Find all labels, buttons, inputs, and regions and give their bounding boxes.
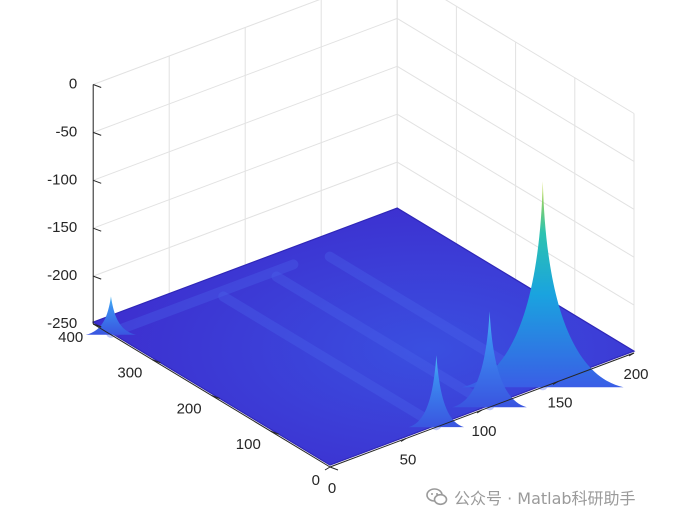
z-tick-mark [93,275,102,280]
y-tick-mark [270,430,279,435]
z-tick-mark [93,179,102,184]
x-tick-label: 50 [400,451,417,468]
watermark-text: 公众号 · Matlab科研助手 [454,489,636,508]
gridline-z [93,0,320,85]
surface-ridge [105,259,299,338]
y-tick-label: 300 [117,365,142,382]
z-tick-label: 0 [69,75,77,92]
z-tick-label: -50 [56,123,78,140]
y-tick-label: 200 [177,400,202,417]
surface [85,181,636,466]
y-tick-label: 400 [58,329,83,346]
x-tick-mark [476,409,483,414]
surface-peak [452,311,527,408]
x-tick-label: 100 [471,423,496,440]
gridline-z [93,113,398,229]
x-tick-mark [324,466,331,471]
z-tick-label: -200 [47,267,77,284]
x-tick-label: 150 [547,394,572,411]
x-tick-label: 0 [328,480,336,497]
x-tick-mark [628,352,635,357]
y-tick-mark [329,466,339,471]
z-tick-label: -250 [47,315,77,332]
gridline-z [445,0,635,114]
y-tick-label: 100 [236,436,261,453]
wechat-icon [426,488,448,506]
z-tick-label: -100 [47,171,77,188]
z-tick-mark [93,323,102,328]
gridline-z [93,17,398,133]
x-tick-mark [400,438,407,442]
z-tick-mark [93,227,102,232]
z-tick-mark [93,131,102,136]
gridline-z [396,113,635,258]
x-tick-label: 200 [623,366,648,383]
surface-peak [461,181,624,388]
y-tick-mark [211,395,220,399]
y-tick-label: 0 [312,472,320,489]
surface-peak [85,296,137,335]
watermark: 公众号 · Matlab科研助手 [426,484,636,510]
surface-ridge [218,291,442,431]
surface-ridge [271,271,495,411]
axis-ticks: 0 50 100 150 200 0 100 200 300 400 0 -50 -100 -150 -20… [47,75,648,497]
z-tick-mark [93,84,102,88]
gridline-z [396,161,635,306]
x-tick-mark [552,381,559,385]
surface-peak [408,355,465,428]
gridline-z [93,161,398,277]
gridline-z [93,65,398,181]
gridline-z [396,17,635,162]
y-tick-mark [152,359,161,364]
gridline-z [396,65,635,210]
z-tick-label: -150 [47,219,77,236]
